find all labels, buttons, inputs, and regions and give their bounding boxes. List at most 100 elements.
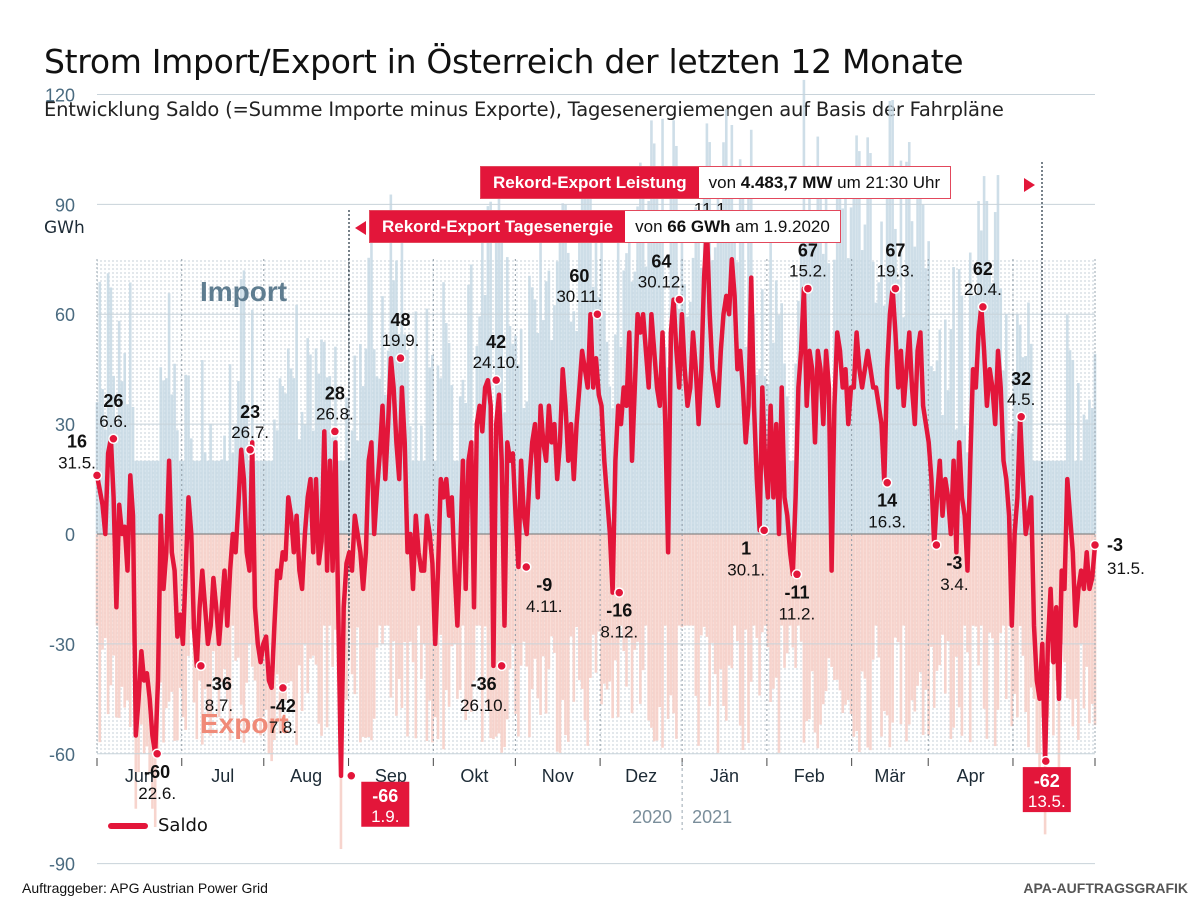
annotation-date: 30.1. bbox=[727, 560, 765, 579]
export-bar bbox=[902, 534, 906, 626]
import-bar bbox=[159, 367, 163, 534]
export-bar bbox=[497, 534, 501, 734]
import-bar bbox=[461, 379, 465, 534]
annotation-value: 64 bbox=[651, 252, 671, 272]
export-bar bbox=[672, 534, 675, 714]
annotation-point bbox=[881, 477, 893, 488]
export-bar bbox=[511, 534, 515, 644]
import-bar bbox=[231, 452, 235, 534]
import-bar bbox=[220, 459, 224, 534]
export-bar bbox=[968, 534, 972, 743]
export-bar bbox=[683, 534, 687, 626]
export-bar bbox=[924, 534, 928, 690]
import-bar bbox=[558, 223, 562, 534]
import-bar bbox=[1074, 460, 1077, 534]
export-bar bbox=[591, 534, 595, 635]
import-bar bbox=[325, 377, 329, 534]
import-bar bbox=[439, 378, 443, 534]
annotation-date: 19.9. bbox=[382, 331, 420, 350]
export-bar bbox=[966, 534, 969, 653]
import-bar bbox=[364, 348, 368, 534]
saldo-line bbox=[94, 224, 1098, 779]
import-bar bbox=[306, 338, 309, 534]
export-bar bbox=[636, 534, 639, 642]
import-bar bbox=[1085, 419, 1088, 534]
export-bar bbox=[949, 534, 953, 739]
export-bar bbox=[838, 534, 842, 691]
import-bar bbox=[769, 237, 772, 534]
export-bar bbox=[231, 534, 235, 626]
annotation-point bbox=[1015, 411, 1027, 423]
export-bar bbox=[974, 534, 978, 627]
export-bar bbox=[952, 534, 955, 728]
export-bar bbox=[544, 534, 548, 714]
x-tick-label: Jun bbox=[125, 766, 154, 786]
export-bar bbox=[605, 534, 609, 690]
import-bar bbox=[411, 460, 415, 534]
export-bar bbox=[794, 534, 797, 668]
export-bar bbox=[475, 534, 479, 626]
import-bar bbox=[481, 223, 484, 534]
import-bar bbox=[688, 301, 692, 534]
export-bar bbox=[578, 534, 581, 681]
import-bar bbox=[408, 426, 412, 534]
export-bar bbox=[702, 534, 706, 627]
export-bar bbox=[489, 534, 492, 739]
import-bar bbox=[871, 261, 875, 534]
highlight-box bbox=[361, 781, 410, 827]
export-bar bbox=[600, 534, 603, 705]
export-bar bbox=[1041, 534, 1044, 718]
import-bar bbox=[661, 118, 664, 534]
export-bar bbox=[799, 534, 803, 642]
export-bar bbox=[101, 534, 104, 650]
export-bar bbox=[932, 534, 936, 708]
record-markers bbox=[348, 162, 1043, 660]
annotation-value: 48 bbox=[390, 310, 410, 330]
import-bar bbox=[927, 241, 930, 535]
annotation-point bbox=[1040, 755, 1052, 767]
export-bar bbox=[450, 534, 454, 647]
export-bar bbox=[874, 534, 878, 626]
annotation-date: 22.6. bbox=[138, 784, 176, 803]
annotation-date: 30.12. bbox=[638, 273, 685, 292]
import-bar bbox=[250, 309, 254, 534]
arrow-left-icon bbox=[355, 221, 366, 235]
export-bar bbox=[852, 534, 856, 737]
import-bar bbox=[741, 171, 745, 534]
import-bar bbox=[300, 411, 304, 534]
export-bar bbox=[627, 534, 631, 637]
import-bar bbox=[600, 235, 603, 534]
import-bar bbox=[259, 460, 262, 534]
import-bar bbox=[974, 294, 978, 534]
export-bar bbox=[935, 534, 939, 671]
export-bar bbox=[938, 534, 942, 666]
export-bar bbox=[999, 534, 1003, 633]
export-bar bbox=[508, 534, 512, 669]
export-bar bbox=[822, 534, 825, 705]
import-bar bbox=[375, 376, 379, 534]
export-bar bbox=[841, 534, 845, 714]
import-bar bbox=[503, 412, 506, 534]
export-bar bbox=[292, 534, 296, 709]
import-bar bbox=[774, 280, 778, 534]
export-bar bbox=[467, 534, 470, 710]
export-bar bbox=[1029, 534, 1033, 688]
import-bar bbox=[1068, 350, 1072, 534]
import-bar bbox=[189, 438, 193, 534]
import-bar bbox=[431, 354, 434, 534]
export-bar bbox=[325, 534, 329, 728]
import-bar bbox=[128, 282, 132, 534]
export-bar bbox=[916, 534, 919, 686]
annotation-date: 4.5. bbox=[1007, 390, 1035, 409]
export-bar bbox=[724, 534, 728, 721]
annotation-point bbox=[890, 283, 901, 294]
export-bar bbox=[780, 534, 784, 626]
annotation-point bbox=[346, 770, 357, 782]
import-bar bbox=[539, 224, 542, 534]
import-bar bbox=[156, 460, 160, 534]
export-bar bbox=[109, 534, 113, 686]
annotation-value: -62 bbox=[1034, 771, 1060, 791]
import-bar bbox=[417, 460, 420, 534]
annotation-date: 7.8. bbox=[269, 718, 297, 737]
import-bar bbox=[115, 423, 118, 534]
